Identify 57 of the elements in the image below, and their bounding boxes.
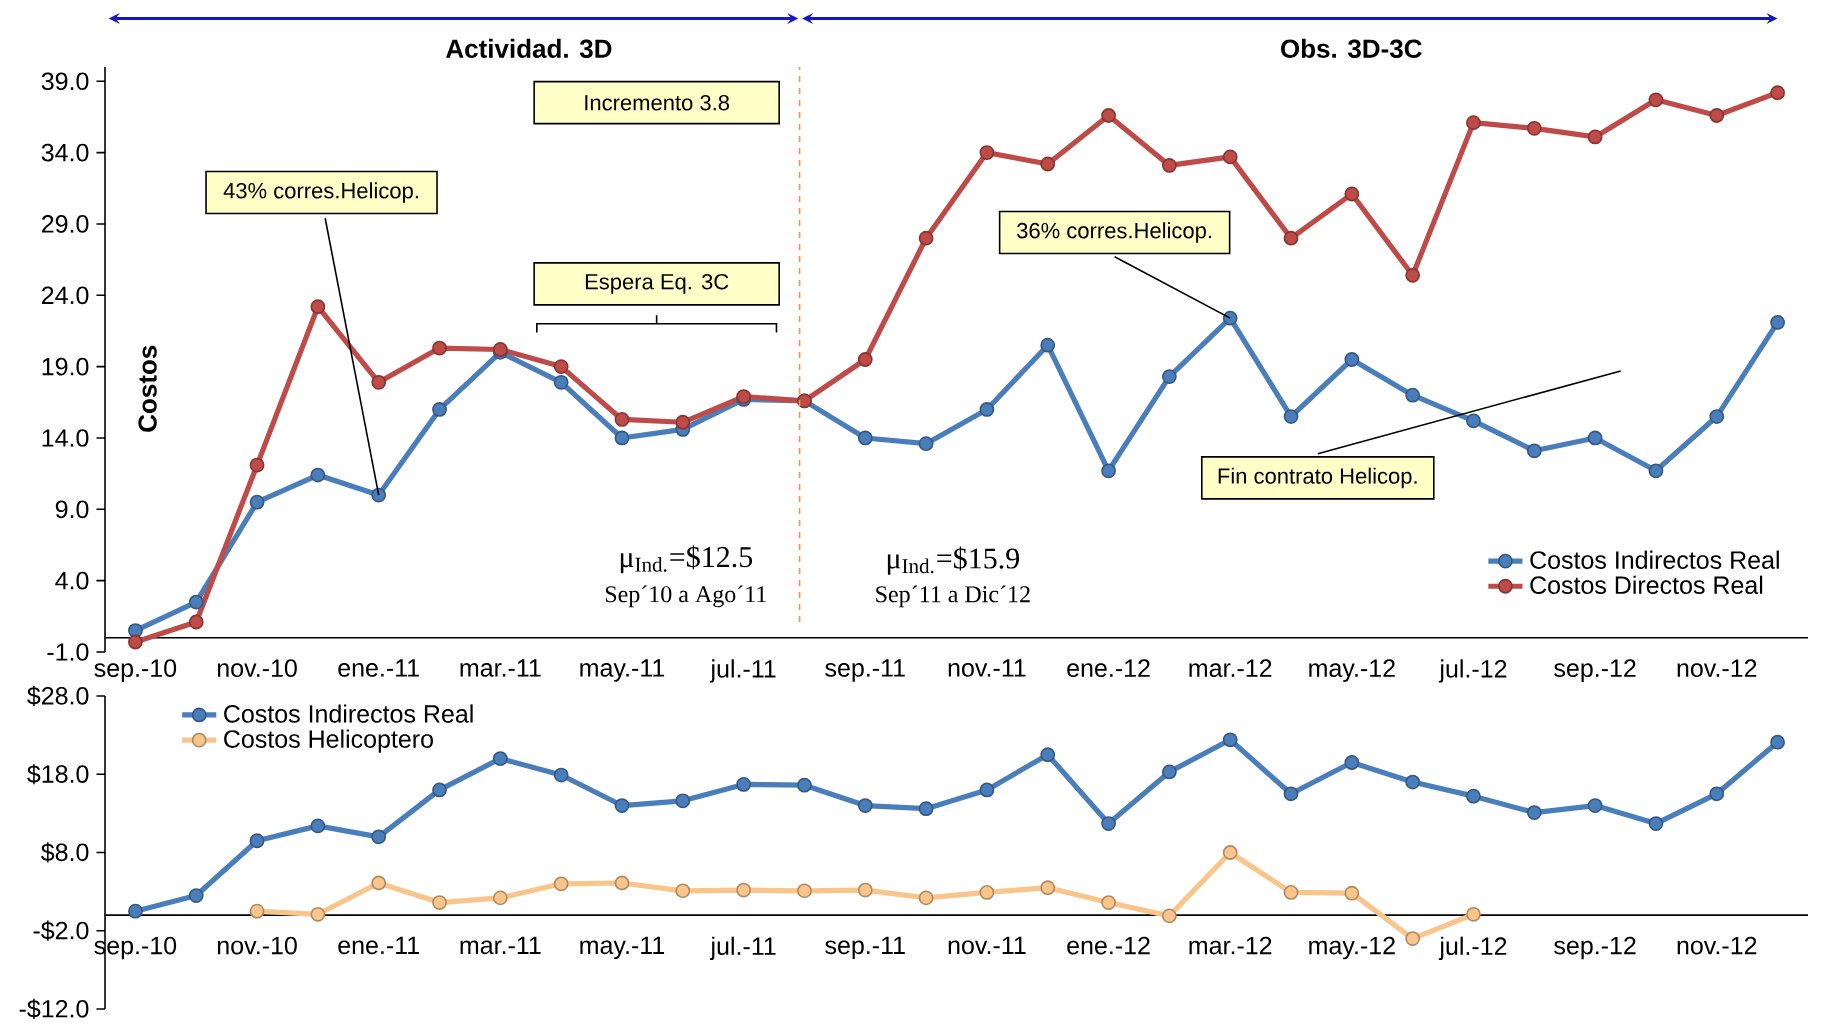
x-tick-label: ene.-12 <box>1067 936 1150 955</box>
legend-label: Costos Indirectos Real <box>224 704 473 723</box>
x-tick-label: jul.-11 <box>709 936 776 960</box>
x-tick-label: mar.-11 <box>460 936 541 955</box>
y-tick-label: 39.0 <box>41 72 89 91</box>
y-tick-label: 9.0 <box>55 500 89 519</box>
text: Obs. 3D-3C <box>1281 38 1422 58</box>
x-tick-label: mar.-12 <box>1189 659 1272 678</box>
x-tick-label: sep.-11 <box>825 659 905 682</box>
y-tick-label: $28.0 <box>27 685 89 707</box>
y-tick-label: 14.0 <box>42 429 89 447</box>
x-tick-label: jul.-11 <box>709 659 776 683</box>
x-tick-label: mar.-12 <box>1189 936 1272 955</box>
y-tick-label: -1.0 <box>47 643 89 661</box>
x-tick-label: jul.-12 <box>1438 659 1507 683</box>
x-tick-label: may.-12 <box>1309 659 1395 682</box>
y-tick-label: $18.0 <box>27 764 89 785</box>
annotation: 43% corres.Helicop. <box>223 182 418 203</box>
x-tick-label: sep.-12 <box>1554 659 1636 682</box>
legend-label: Costos Directos Real <box>1530 575 1763 595</box>
x-tick-label: may.-11 <box>580 936 665 960</box>
x-tick-label: ene.-11 <box>338 936 419 955</box>
y-tick-label: 34.0 <box>41 143 89 162</box>
annotation: μ$_{Ind.}$=$15.9 <box>887 546 1019 575</box>
text: Actividad. 3D <box>446 38 612 58</box>
x-tick-label: jul.-12 <box>1438 936 1507 960</box>
legend-label: Costos Helicoptero <box>224 729 433 753</box>
y-tick-label: -$12.0 <box>19 998 89 1020</box>
x-tick-label: nov.-10 <box>217 659 297 678</box>
y-axis-title: Costos <box>138 345 157 432</box>
y-tick-label: 4.0 <box>55 571 89 590</box>
x-tick-label: nov.-12 <box>1677 659 1757 678</box>
y-tick-label: $8.0 <box>41 842 89 863</box>
x-tick-label: sep.-11 <box>825 936 905 960</box>
x-tick-label: nov.-12 <box>1677 936 1757 955</box>
y-tick-label: 19.0 <box>42 357 89 376</box>
y-tick-label: 29.0 <box>42 215 89 233</box>
x-tick-label: may.-12 <box>1309 936 1395 960</box>
x-tick-label: ene.-12 <box>1067 659 1150 678</box>
x-tick-label: nov.-11 <box>948 936 1026 955</box>
annotation: Espera Eq. 3C <box>585 273 729 294</box>
annotation: Incremento 3.8 <box>585 94 730 111</box>
annotation: Fin contrato Helicop. <box>1218 467 1417 489</box>
annotation: 36% corres.Helicop. <box>1017 222 1212 243</box>
y-tick-label: -$2.0 <box>33 920 89 941</box>
x-tick-label: mar.-11 <box>460 659 541 677</box>
annotation: Sep´10 a Ago´11 <box>605 585 766 608</box>
x-tick-label: sep.-12 <box>1554 936 1636 960</box>
y-tick-label: 24.0 <box>42 286 89 305</box>
x-tick-label: may.-11 <box>580 659 665 682</box>
annotation: μ$_{Ind.}$=$12.5 <box>620 545 753 574</box>
annotation: Sep´11 a Dic´12 <box>876 585 1030 608</box>
x-tick-label: nov.-10 <box>217 936 297 955</box>
x-tick-label: sep.-10 <box>94 659 177 682</box>
legend-label: Costos Indirectos Real <box>1530 550 1779 569</box>
x-tick-label: ene.-11 <box>338 659 419 677</box>
x-tick-label: nov.-11 <box>948 659 1026 677</box>
